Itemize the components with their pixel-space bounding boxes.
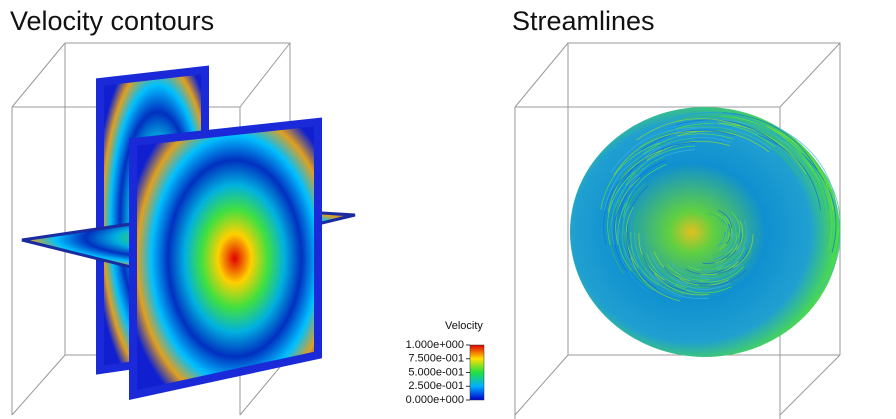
colorbar-title: Velocity (445, 320, 483, 332)
colorbar-tick-label: 0.000e+000 (406, 394, 464, 406)
panel-title: Streamlines (512, 6, 655, 36)
colorbar-tick-label: 7.500e-001 (408, 353, 464, 365)
colorbar-tick-label: 5.000e-001 (408, 366, 464, 378)
colorbar (470, 345, 484, 400)
panel-title: Velocity contours (10, 6, 214, 36)
figure: Velocity contours Streamlines Velocity 1… (0, 0, 896, 419)
streamlines (570, 107, 840, 357)
colorbar-tick-label: 2.500e-001 (408, 380, 464, 392)
colorbar-tick-label: 1.000e+000 (406, 339, 464, 351)
streamline-sphere (570, 107, 840, 357)
contour-slices (22, 70, 355, 395)
